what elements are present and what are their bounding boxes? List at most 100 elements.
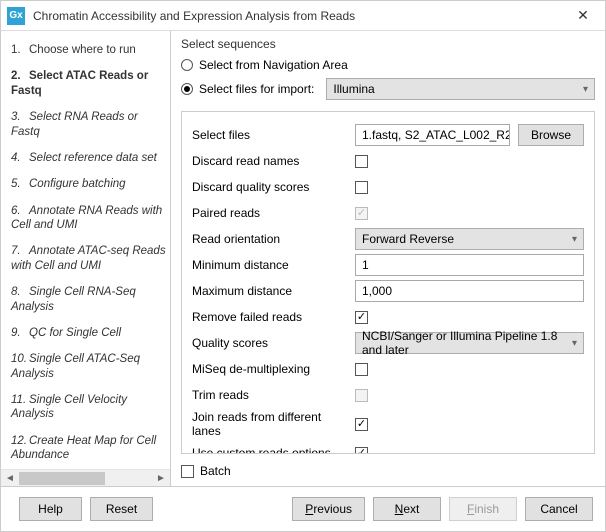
step-num: 11.: [11, 393, 29, 407]
step-7[interactable]: 7.Annotate ATAC-seq Reads with Cell and …: [1, 238, 170, 279]
read-orientation-label: Read orientation: [192, 232, 347, 246]
chevron-down-icon: ▾: [583, 84, 588, 95]
btn-label: ext: [403, 502, 419, 516]
finish-button: Finish: [449, 497, 517, 521]
import-type-select[interactable]: Illumina ▾: [326, 78, 595, 100]
browse-button[interactable]: Browse: [518, 124, 584, 146]
steps-list: 1.Choose where to run 2.Select ATAC Read…: [1, 31, 170, 469]
scroll-track[interactable]: [19, 472, 152, 485]
step-label: Annotate ATAC-seq Reads with Cell and UM…: [11, 245, 166, 271]
select-files-input[interactable]: 1.fastq, S2_ATAC_L002_R2.fastq: [355, 124, 510, 146]
step-num: 12.: [11, 434, 29, 448]
scroll-thumb[interactable]: [19, 472, 105, 485]
chevron-down-icon: ▾: [572, 234, 577, 245]
step-num: 5.: [11, 177, 29, 191]
quality-scores-select[interactable]: NCBI/Sanger or Illumina Pipeline 1.8 and…: [355, 332, 584, 354]
radio-icon[interactable]: [181, 59, 193, 71]
previous-button[interactable]: Previous: [292, 497, 365, 521]
min-distance-input[interactable]: 1: [355, 254, 584, 276]
next-button[interactable]: Next: [373, 497, 441, 521]
step-label: Select RNA Reads or Fastq: [11, 111, 138, 137]
discard-read-names-label: Discard read names: [192, 154, 347, 168]
radio-icon[interactable]: [181, 83, 193, 95]
step-label: Single Cell RNA-Seq Analysis: [11, 286, 136, 312]
paired-reads-label: Paired reads: [192, 206, 347, 220]
sidebar: 1.Choose where to run 2.Select ATAC Read…: [1, 31, 171, 486]
step-num: 3.: [11, 110, 29, 124]
titlebar: Gx Chromatin Accessibility and Expressio…: [1, 1, 605, 31]
step-8[interactable]: 8.Single Cell RNA-Seq Analysis: [1, 279, 170, 320]
step-2[interactable]: 2.Select ATAC Reads or Fastq: [1, 63, 170, 104]
app-icon: Gx: [7, 7, 25, 25]
radio-label: Select files for import:: [199, 82, 314, 96]
radio-nav-area[interactable]: Select from Navigation Area: [171, 55, 605, 75]
batch-row: Batch: [171, 460, 605, 486]
main-panel: Select sequences Select from Navigation …: [171, 31, 605, 486]
miseq-label: MiSeq de-multiplexing: [192, 362, 347, 376]
btn-label: revious: [313, 502, 352, 516]
step-num: 9.: [11, 326, 29, 340]
step-12[interactable]: 12.Create Heat Map for Cell Abundance: [1, 428, 170, 469]
min-distance-label: Minimum distance: [192, 258, 347, 272]
step-10[interactable]: 10.Single Cell ATAC-Seq Analysis: [1, 346, 170, 387]
paired-reads-checkbox: [355, 207, 368, 220]
step-num: 4.: [11, 151, 29, 165]
max-distance-label: Maximum distance: [192, 284, 347, 298]
btn-label: inish: [474, 502, 499, 516]
discard-quality-checkbox[interactable]: [355, 181, 368, 194]
quality-scores-label: Quality scores: [192, 336, 347, 350]
remove-failed-label: Remove failed reads: [192, 310, 347, 324]
step-label: Annotate RNA Reads with Cell and UMI: [11, 205, 162, 231]
sidebar-hscrollbar[interactable]: ◄ ►: [1, 469, 170, 486]
group-title: Select sequences: [171, 31, 605, 55]
reset-button[interactable]: Reset: [90, 497, 153, 521]
step-11[interactable]: 11.Single Cell Velocity Analysis: [1, 387, 170, 428]
help-button[interactable]: Help: [19, 497, 82, 521]
batch-checkbox[interactable]: [181, 465, 194, 478]
step-label: Create Heat Map for Cell Abundance: [11, 435, 156, 461]
select-value: NCBI/Sanger or Illumina Pipeline 1.8 and…: [362, 329, 572, 357]
scroll-left-icon[interactable]: ◄: [3, 473, 17, 484]
chevron-down-icon: ▾: [572, 338, 577, 349]
batch-label: Batch: [200, 464, 231, 478]
use-custom-opts-label: Use custom reads options: [192, 446, 347, 454]
remove-failed-checkbox[interactable]: [355, 311, 368, 324]
step-1[interactable]: 1.Choose where to run: [1, 37, 170, 63]
step-num: 10.: [11, 352, 29, 366]
step-num: 2.: [11, 69, 29, 83]
window-title: Chromatin Accessibility and Expression A…: [33, 9, 561, 23]
step-3[interactable]: 3.Select RNA Reads or Fastq: [1, 104, 170, 145]
miseq-checkbox[interactable]: [355, 363, 368, 376]
step-num: 6.: [11, 204, 29, 218]
use-custom-opts-checkbox[interactable]: [355, 447, 368, 455]
step-4[interactable]: 4.Select reference data set: [1, 145, 170, 171]
select-value: Illumina: [333, 82, 374, 96]
discard-read-names-checkbox[interactable]: [355, 155, 368, 168]
import-options-form: Select files 1.fastq, S2_ATAC_L002_R2.fa…: [181, 111, 595, 454]
step-num: 1.: [11, 43, 29, 57]
step-label: Single Cell ATAC-Seq Analysis: [11, 353, 140, 379]
trim-reads-label: Trim reads: [192, 388, 347, 402]
step-label: Configure batching: [29, 178, 126, 190]
step-label: Select reference data set: [29, 152, 157, 164]
select-files-label: Select files: [192, 128, 347, 142]
scroll-right-icon[interactable]: ►: [154, 473, 168, 484]
discard-quality-label: Discard quality scores: [192, 180, 347, 194]
step-6[interactable]: 6.Annotate RNA Reads with Cell and UMI: [1, 198, 170, 239]
read-orientation-select[interactable]: Forward Reverse ▾: [355, 228, 584, 250]
step-label: Choose where to run: [29, 44, 136, 56]
radio-import-files[interactable]: Select files for import: Illumina ▾: [171, 75, 605, 103]
step-label: Select ATAC Reads or Fastq: [11, 70, 148, 96]
wizard-window: Gx Chromatin Accessibility and Expressio…: [0, 0, 606, 532]
close-icon[interactable]: ✕: [561, 1, 605, 31]
max-distance-input[interactable]: 1,000: [355, 280, 584, 302]
body: 1.Choose where to run 2.Select ATAC Read…: [1, 31, 605, 487]
step-label: QC for Single Cell: [29, 327, 121, 339]
step-5[interactable]: 5.Configure batching: [1, 171, 170, 197]
step-9[interactable]: 9.QC for Single Cell: [1, 320, 170, 346]
join-lanes-label: Join reads from different lanes: [192, 410, 347, 438]
cancel-button[interactable]: Cancel: [525, 497, 593, 521]
join-lanes-checkbox[interactable]: [355, 418, 368, 431]
select-value: Forward Reverse: [362, 232, 454, 246]
trim-reads-checkbox: [355, 389, 368, 402]
